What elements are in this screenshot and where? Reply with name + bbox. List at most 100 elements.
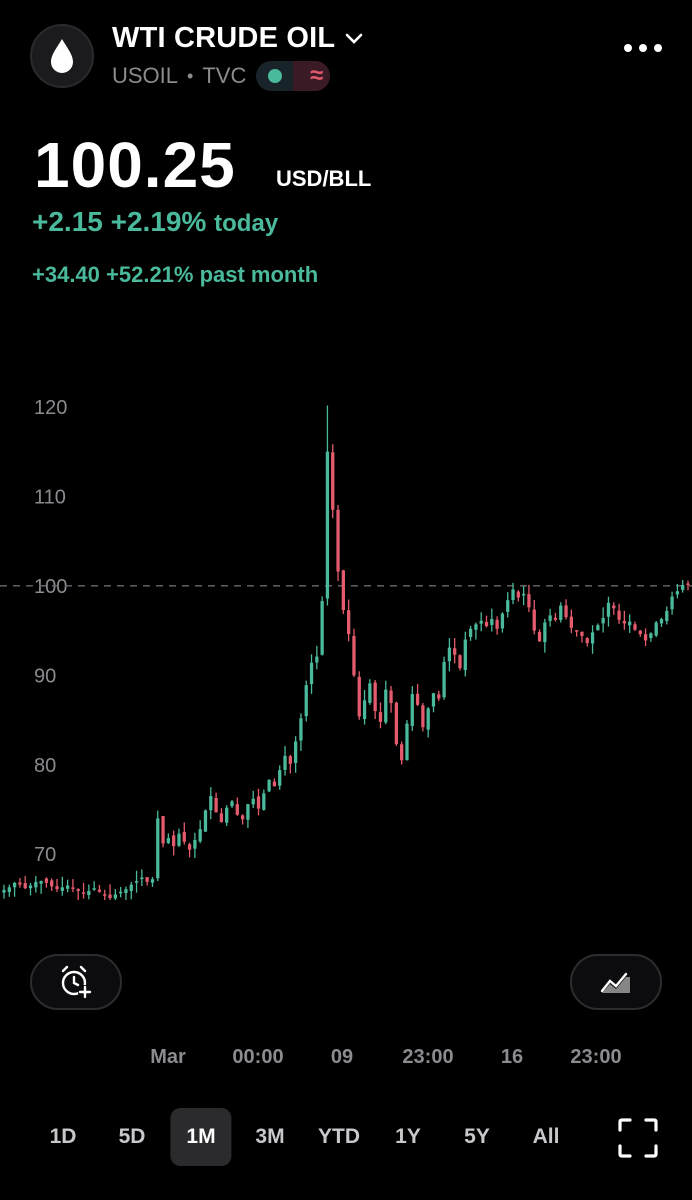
green-dot-icon bbox=[268, 69, 283, 83]
candle-body bbox=[87, 890, 91, 895]
alarm-plus-icon bbox=[61, 965, 92, 999]
candle-body bbox=[643, 634, 648, 641]
candle-body bbox=[362, 700, 367, 720]
candle-body bbox=[606, 602, 611, 617]
candle-body bbox=[320, 601, 324, 655]
candle-body bbox=[315, 656, 319, 663]
candle-body bbox=[60, 887, 64, 891]
candle-body bbox=[331, 452, 335, 510]
oil-drop-icon bbox=[51, 39, 73, 73]
candle-body bbox=[357, 676, 361, 717]
candle-body bbox=[55, 886, 59, 890]
candle-body bbox=[394, 702, 399, 745]
range-3m[interactable]: 3M bbox=[255, 1125, 285, 1148]
candle-body bbox=[670, 596, 674, 610]
range-1y[interactable]: 1Y bbox=[395, 1125, 421, 1148]
candle-body bbox=[240, 815, 245, 820]
range-5y[interactable]: 5Y bbox=[464, 1125, 490, 1148]
exchange-text: TVC bbox=[202, 63, 247, 88]
x-label: 16 bbox=[500, 1046, 524, 1068]
current-price: 100.25 bbox=[34, 129, 236, 201]
fullscreen-button[interactable] bbox=[612, 1112, 664, 1164]
market-status-pill[interactable]: ≈ bbox=[256, 61, 331, 91]
candle-body bbox=[219, 813, 224, 823]
candle-body bbox=[681, 584, 685, 590]
candle-body bbox=[590, 632, 595, 644]
candle-body bbox=[479, 620, 483, 624]
candle-body bbox=[500, 613, 505, 629]
candle-body bbox=[543, 622, 547, 643]
candle-body bbox=[304, 685, 308, 717]
candle-body bbox=[442, 661, 446, 698]
candle-body bbox=[686, 583, 690, 585]
candle-body bbox=[521, 593, 526, 596]
candle-body bbox=[384, 689, 388, 723]
instrument-subtitle: USOIL • TVC ≈ bbox=[112, 61, 331, 91]
candle-body bbox=[129, 884, 133, 892]
wave-icon: ≈ bbox=[310, 62, 324, 89]
candle-body bbox=[421, 705, 425, 728]
y-tick-label: 90 bbox=[34, 665, 56, 687]
candle-body bbox=[580, 631, 584, 636]
candle-body bbox=[506, 600, 510, 612]
candle-body bbox=[193, 839, 197, 849]
range-1d[interactable]: 1D bbox=[49, 1125, 77, 1148]
candle-body bbox=[575, 630, 579, 632]
candle-body bbox=[553, 617, 558, 620]
dot-icon bbox=[639, 44, 647, 52]
fullscreen-icon bbox=[618, 1118, 658, 1158]
price-chart[interactable]: 120 110 100 90 80 70 bbox=[0, 380, 692, 900]
range-all[interactable]: All bbox=[532, 1125, 560, 1148]
candle-body bbox=[230, 801, 234, 807]
candle-body bbox=[103, 894, 107, 896]
candle-body bbox=[548, 615, 552, 621]
candle-body bbox=[373, 682, 377, 712]
candle-body bbox=[177, 833, 181, 846]
candle-body bbox=[182, 832, 186, 842]
candle-body bbox=[50, 880, 54, 887]
candle-body bbox=[299, 718, 303, 741]
candle-body bbox=[511, 589, 515, 601]
y-tick-label: 80 bbox=[34, 755, 56, 777]
candle-body bbox=[410, 694, 414, 726]
chart-type-icon bbox=[600, 972, 630, 993]
y-tick-label: 110 bbox=[34, 486, 66, 508]
candle-body bbox=[665, 610, 669, 622]
candle-body bbox=[389, 690, 393, 704]
chart-style-button[interactable] bbox=[570, 954, 662, 1010]
candle-body bbox=[633, 624, 637, 630]
candle-body bbox=[559, 605, 563, 620]
candle-body bbox=[617, 610, 621, 620]
candle-body bbox=[172, 835, 176, 847]
candle-body bbox=[209, 796, 213, 811]
candle-body bbox=[7, 887, 11, 893]
x-label: 23:00 bbox=[402, 1046, 454, 1068]
change-month: +34.40 +52.21% past month bbox=[32, 262, 319, 287]
candle-body bbox=[426, 708, 430, 730]
range-ytd[interactable]: YTD bbox=[318, 1125, 360, 1148]
chevron-down-icon bbox=[346, 33, 363, 44]
candle-body bbox=[325, 451, 330, 599]
symbol-text: USOIL bbox=[112, 63, 179, 88]
candle-body bbox=[378, 712, 383, 722]
more-options-button[interactable] bbox=[624, 44, 662, 52]
candle-body bbox=[628, 621, 632, 626]
candle-body bbox=[134, 881, 139, 883]
candle-body bbox=[39, 881, 43, 884]
candle-body bbox=[437, 694, 441, 699]
candle-body bbox=[463, 639, 467, 671]
instrument-name: WTI CRUDE OIL bbox=[112, 22, 336, 54]
instrument-title[interactable]: WTI CRUDE OIL bbox=[112, 22, 363, 55]
add-alert-button[interactable] bbox=[30, 954, 122, 1010]
range-5d[interactable]: 5D bbox=[118, 1125, 146, 1148]
candle-body bbox=[97, 889, 102, 892]
candle-body bbox=[145, 877, 149, 882]
candle-body bbox=[532, 609, 536, 631]
x-label: 23:00 bbox=[570, 1046, 622, 1068]
candle-body bbox=[81, 892, 86, 894]
candle-body bbox=[113, 894, 117, 899]
candle-body bbox=[659, 618, 664, 624]
separator-dot: • bbox=[187, 65, 194, 86]
candle-body bbox=[516, 591, 520, 598]
range-1m[interactable]: 1M bbox=[170, 1108, 232, 1166]
